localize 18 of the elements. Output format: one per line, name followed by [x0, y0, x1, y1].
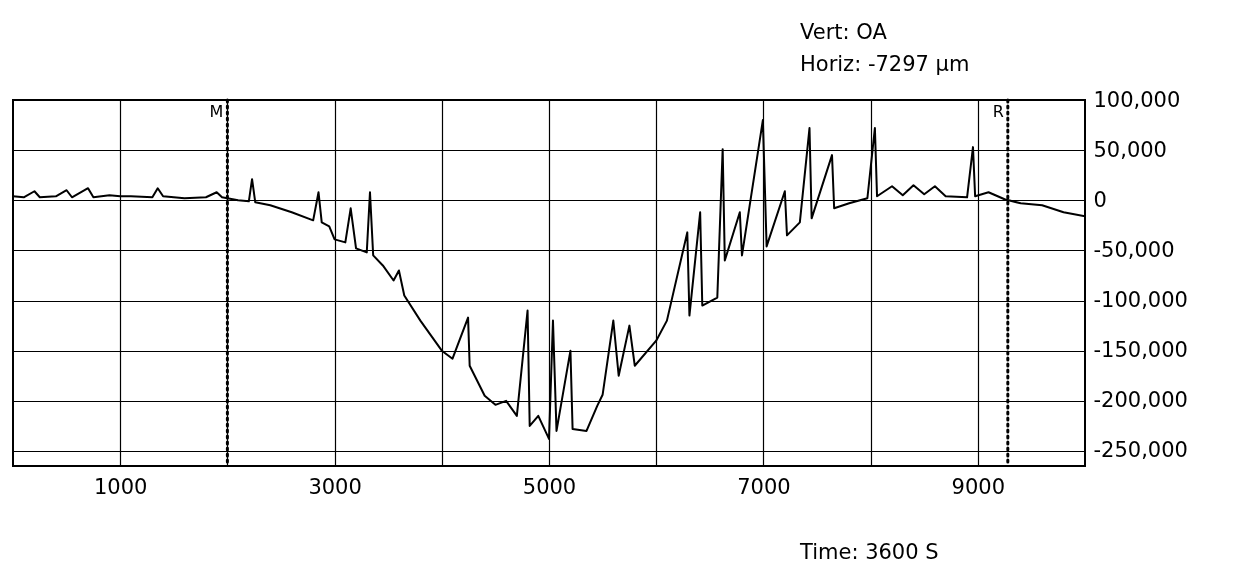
x-tick-label: 3000 [308, 474, 362, 499]
x-tick-label: 7000 [737, 474, 791, 499]
text: Horiz: -7297 μm [800, 52, 970, 76]
y-tick-label: -100,000 [1093, 288, 1188, 313]
y-tick-label: -50,000 [1093, 237, 1175, 262]
y-tick-label: -250,000 [1093, 438, 1188, 463]
y-tick-label: 100,000 [1093, 87, 1181, 112]
ref-line-label: M [209, 102, 224, 121]
x-tick-label: 9000 [951, 474, 1006, 499]
y-tick-label: 50,000 [1093, 137, 1167, 162]
ref-line-label: R [992, 102, 1004, 121]
y-tick-label: 0 [1093, 187, 1107, 212]
text: Vert: OA [800, 20, 888, 44]
y-tick-label: -200,000 [1093, 388, 1188, 413]
x-tick-label: 5000 [522, 474, 577, 499]
x-tick-label: 1000 [93, 474, 148, 499]
text: Time: 3600 S [800, 540, 939, 564]
y-tick-label: -150,000 [1093, 338, 1188, 363]
